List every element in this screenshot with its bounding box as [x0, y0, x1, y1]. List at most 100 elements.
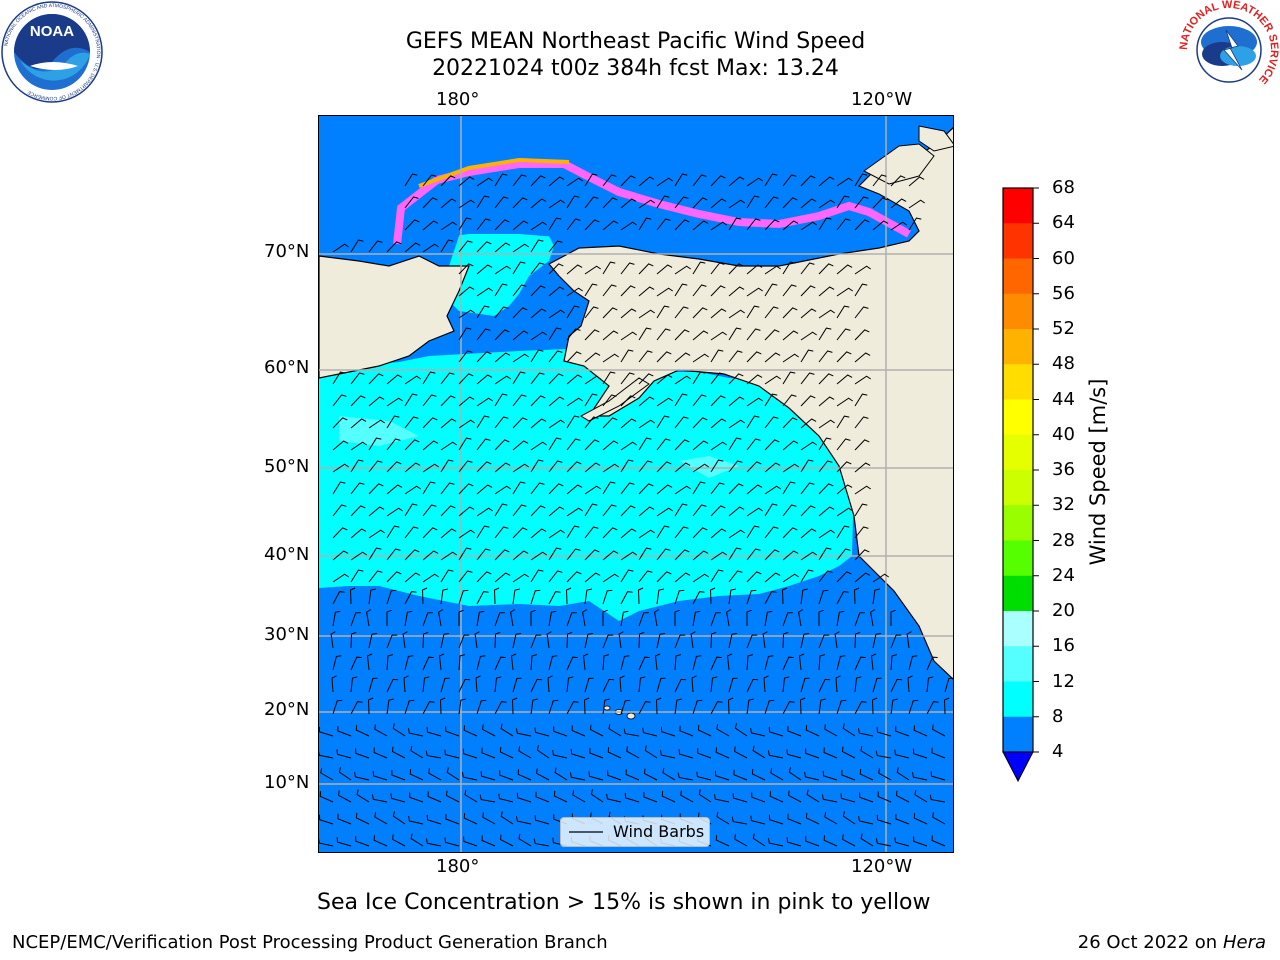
wind-barb: [440, 459, 454, 473]
wind-barb: [728, 419, 745, 429]
wind-barb: [332, 504, 347, 517]
wind-barb: [890, 698, 898, 715]
wind-barb: [800, 262, 815, 275]
wind-barb: [620, 441, 637, 451]
wind-barb: [818, 263, 834, 275]
wind-barb: [834, 631, 840, 649]
wind-barb: [476, 438, 491, 451]
wind-barb: [584, 283, 598, 297]
wind-barb: [764, 416, 779, 429]
wind-barb: [350, 569, 364, 583]
wind-barb: [530, 698, 538, 715]
colorbar-tick-label: 4: [1052, 741, 1064, 762]
wind-barb: [332, 394, 347, 407]
wind-barb: [710, 331, 727, 341]
colorbar-extend-arrow: [1002, 751, 1034, 783]
wind-barb: [746, 351, 762, 363]
wind-barb: [350, 656, 362, 671]
wind-barb: [782, 527, 798, 539]
wind-barb: [438, 653, 445, 671]
wind-barb: [638, 176, 655, 187]
wind-barb: [440, 395, 456, 407]
wind-barb: [368, 506, 385, 517]
wind-barb: [692, 550, 709, 561]
wind-barb: [494, 283, 508, 297]
wind-barb: [731, 816, 748, 825]
wind-barb: [818, 286, 835, 297]
wind-barb: [422, 504, 437, 517]
map-legend: Wind Barbs: [560, 817, 710, 847]
wind-barb: [690, 631, 696, 649]
colorbar-tick-label: 20: [1052, 600, 1075, 621]
wind-barb: [782, 504, 797, 517]
graticule: [319, 116, 953, 852]
wind-barb: [494, 173, 508, 187]
wind-barb: [656, 633, 665, 649]
wind-barb: [548, 199, 565, 209]
wind-barb: [386, 415, 400, 429]
wind-barb: [476, 195, 490, 209]
wind-barb: [728, 217, 742, 231]
colorbar-tick-label: 28: [1052, 529, 1075, 551]
wind-barb: [746, 609, 752, 626]
wind-barb: [476, 218, 491, 231]
wind-barb: [476, 397, 493, 407]
wind-barb: [440, 588, 448, 605]
wind-barb: [548, 176, 565, 187]
wind-barb: [620, 395, 636, 407]
wind-barb: [428, 768, 442, 781]
wind-barb: [782, 197, 798, 209]
map-panel: [318, 115, 954, 853]
wind-barb: [692, 610, 701, 627]
wind-barb: [530, 528, 547, 539]
wind-barb: [512, 371, 526, 385]
wind-barb: [548, 263, 564, 275]
wind-barb: [643, 792, 658, 803]
wind-barb: [818, 176, 835, 187]
wind-barb: [656, 305, 670, 319]
wind-barb: [800, 677, 810, 693]
wind-barb: [638, 547, 652, 561]
bottom-lon-label-120w: 120°W: [851, 856, 913, 877]
wind-barb: [510, 653, 517, 671]
wind-barb: [798, 653, 805, 671]
lat-label-60n: 60°N: [264, 357, 310, 378]
wind-barb: [444, 837, 460, 847]
wind-barb: [674, 678, 687, 693]
wind-barb: [746, 525, 760, 539]
wind-barb: [566, 177, 583, 187]
wind-barb: [404, 416, 419, 429]
wind-barb: [350, 239, 364, 253]
wind-barb: [800, 551, 817, 561]
wind-barb: [800, 372, 815, 385]
wind-barb: [746, 177, 763, 187]
wind-barb: [620, 528, 637, 539]
wind-barb: [548, 240, 563, 253]
wind-barb: [692, 220, 709, 231]
wind-barb: [821, 794, 838, 803]
wind-barb: [530, 678, 543, 693]
wind-barb: [458, 634, 470, 649]
wind-barb: [476, 591, 489, 605]
wind-barb: [805, 748, 820, 759]
wind-barb: [368, 588, 376, 605]
wind-barb: [638, 286, 655, 297]
wind-barb: [841, 746, 856, 759]
wind-barb: [582, 609, 588, 627]
wind-barb: [350, 459, 364, 473]
wind-barb: [584, 196, 599, 209]
wind-barb: [602, 394, 617, 407]
wind-barb: [512, 677, 522, 693]
wind-barb: [584, 526, 599, 539]
wind-barb: [494, 375, 511, 385]
wind-barb: [836, 548, 851, 561]
wind-barb: [818, 373, 834, 385]
wind-barb: [656, 507, 673, 517]
wind-barb: [805, 836, 820, 847]
wind-barb: [620, 262, 635, 275]
wind-barb: [800, 418, 817, 429]
wind-barb: [602, 634, 614, 649]
wind-barb: [566, 305, 580, 319]
wind-barb: [494, 265, 511, 275]
wind-barb: [445, 726, 460, 737]
